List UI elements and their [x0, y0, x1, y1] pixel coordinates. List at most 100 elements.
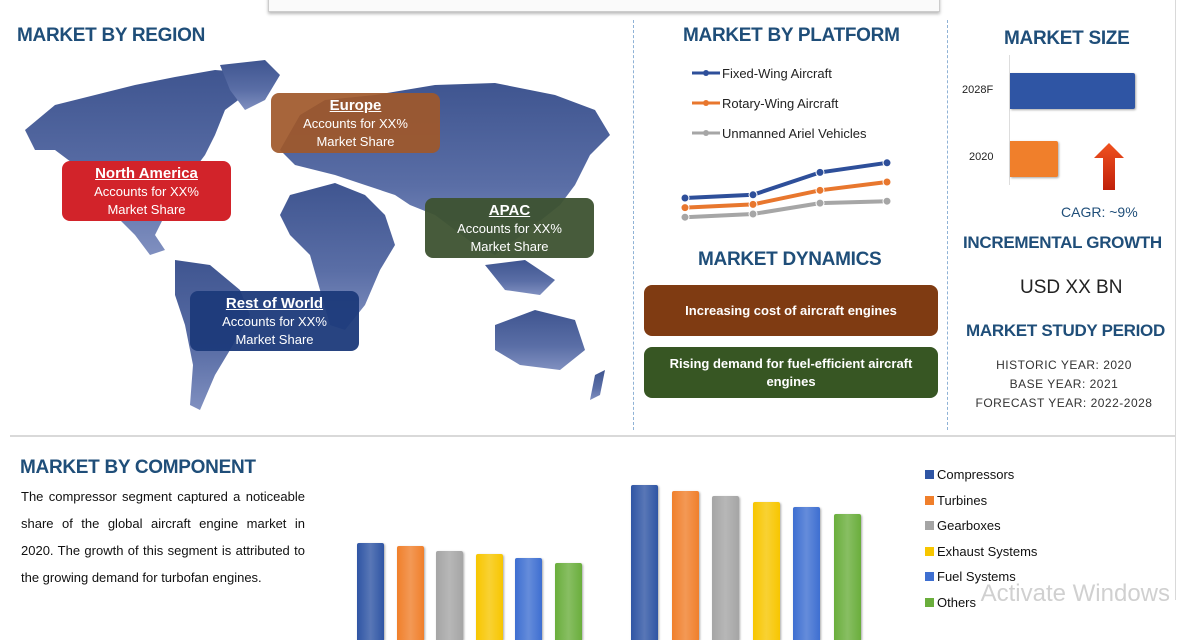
data-point: [748, 199, 758, 209]
study-period-title: MARKET STUDY PERIOD: [966, 321, 1165, 340]
series-line: [684, 180, 888, 210]
divider: [10, 435, 1176, 437]
legend-item: Rotary-Wing Aircraft: [692, 88, 867, 118]
callout-text: Accounts for XX%: [222, 314, 327, 329]
activate-windows-watermark: Activate Windows: [980, 580, 1170, 607]
component-title: MARKET BY COMPONENT: [20, 457, 256, 478]
bar-label: 2020: [969, 151, 994, 163]
data-point: [680, 193, 690, 203]
legend-item: Exhaust Systems: [925, 539, 1037, 565]
data-point: [748, 209, 758, 219]
legend-swatch: [925, 597, 934, 607]
component-bar: [752, 502, 780, 640]
component-bar: [357, 543, 384, 640]
data-point: [815, 167, 825, 177]
callout-text: Market Share: [235, 332, 314, 347]
callout-text: Market Share: [107, 202, 186, 217]
legend-swatch: [925, 470, 934, 480]
series-line: [684, 160, 888, 200]
historic-year: HISTORIC YEAR: 2020: [996, 358, 1132, 372]
callout-text: Accounts for XX%: [303, 116, 408, 131]
platform-line-chart: [680, 158, 892, 222]
callout-title: Europe: [329, 97, 382, 114]
bar-label: 2028F: [962, 84, 994, 96]
platform-legend: Fixed-Wing Aircraft Rotary-Wing Aircraft…: [692, 58, 867, 148]
divider: [1175, 0, 1176, 600]
series-line: [684, 199, 888, 220]
legend-line-icon: [692, 70, 720, 76]
legend-line-icon: [692, 100, 720, 106]
legend-label: Rotary-Wing Aircraft: [722, 95, 839, 111]
data-point: [815, 185, 825, 195]
base-year: BASE YEAR: 2021: [1009, 377, 1119, 391]
callout-rest-of-world: Rest of World Accounts for XX% Market Sh…: [190, 291, 359, 351]
data-point: [882, 158, 892, 168]
incremental-growth-title: INCREMENTAL GROWTH: [963, 233, 1162, 252]
dynamics-driver: Increasing cost of aircraft engines: [644, 285, 938, 336]
legend-label: Compressors: [937, 467, 1015, 483]
legend-swatch: [925, 495, 934, 505]
legend-label: Others: [937, 594, 977, 610]
legend-label: Turbines: [937, 492, 988, 508]
legend-item: Turbines: [925, 488, 1037, 514]
incremental-growth-value: USD XX BN: [1020, 277, 1123, 298]
callout-apac: APAC Accounts for XX% Market Share: [425, 198, 594, 258]
component-bar: [515, 558, 542, 640]
callout-north-america: North America Accounts for XX% Market Sh…: [62, 161, 231, 221]
divider: [947, 20, 948, 430]
legend-item: Fuel Systems: [925, 564, 1037, 590]
callout-text: Market Share: [316, 134, 395, 149]
market-size-bar: [1010, 141, 1058, 177]
callout-title: APAC: [488, 202, 531, 219]
study-period: HISTORIC YEAR: 2020 BASE YEAR: 2021 FORE…: [944, 356, 1184, 413]
data-point: [882, 196, 892, 206]
legend-swatch: [925, 572, 934, 582]
component-legend: Compressors Turbines Gearboxes Exhaust S…: [925, 462, 1037, 615]
legend-swatch: [925, 546, 934, 556]
data-point: [815, 198, 825, 208]
new-zealand: [590, 370, 605, 400]
legend-item: Unmanned Ariel Vehicles: [692, 118, 867, 148]
component-bar: [712, 496, 739, 640]
component-description: The compressor segment captured a notice…: [21, 489, 305, 585]
legend-label: Gearboxes: [937, 518, 1001, 534]
legend-label: Unmanned Ariel Vehicles: [722, 125, 867, 141]
greenland: [220, 60, 280, 110]
component-bar: [833, 514, 861, 640]
legend-item: Compressors: [925, 462, 1037, 488]
growth-arrow-icon: [1094, 143, 1124, 190]
component-bar: [631, 485, 658, 640]
legend-item: Fixed-Wing Aircraft: [692, 58, 867, 88]
legend-label: Fuel Systems: [937, 569, 1016, 585]
callout-title: Rest of World: [225, 295, 324, 312]
header-banner: [268, 0, 940, 12]
component-bar: [554, 563, 582, 640]
cagr-value: CAGR: ~9%: [1061, 204, 1138, 220]
component-bar: [396, 546, 424, 640]
data-point: [882, 177, 892, 187]
callout-europe: Europe Accounts for XX% Market Share: [271, 93, 440, 153]
data-point: [680, 203, 690, 213]
region-title: MARKET BY REGION: [17, 25, 206, 46]
australia: [495, 310, 585, 370]
data-point: [748, 190, 758, 200]
callout-title: North America: [95, 165, 198, 182]
legend-label: Exhaust Systems: [937, 543, 1038, 559]
data-point: [680, 212, 690, 222]
forecast-year: FORECAST YEAR: 2022-2028: [975, 396, 1153, 410]
component-bar: [793, 507, 820, 640]
divider: [633, 20, 634, 430]
southeast-asia: [485, 260, 555, 295]
callout-text: Accounts for XX%: [457, 221, 562, 236]
market-size-bar: [1010, 73, 1135, 109]
dynamics-title: MARKET DYNAMICS: [698, 249, 882, 270]
axis-line: [1009, 55, 1010, 185]
component-bar: [475, 554, 503, 640]
callout-text: Accounts for XX%: [94, 184, 199, 199]
legend-item: Gearboxes: [925, 513, 1037, 539]
market-size-title: MARKET SIZE: [1004, 28, 1130, 49]
legend-swatch: [925, 521, 934, 531]
component-bar: [436, 551, 463, 640]
africa: [280, 183, 395, 330]
dynamics-driver: Rising demand for fuel-efficient aircraf…: [644, 347, 938, 398]
